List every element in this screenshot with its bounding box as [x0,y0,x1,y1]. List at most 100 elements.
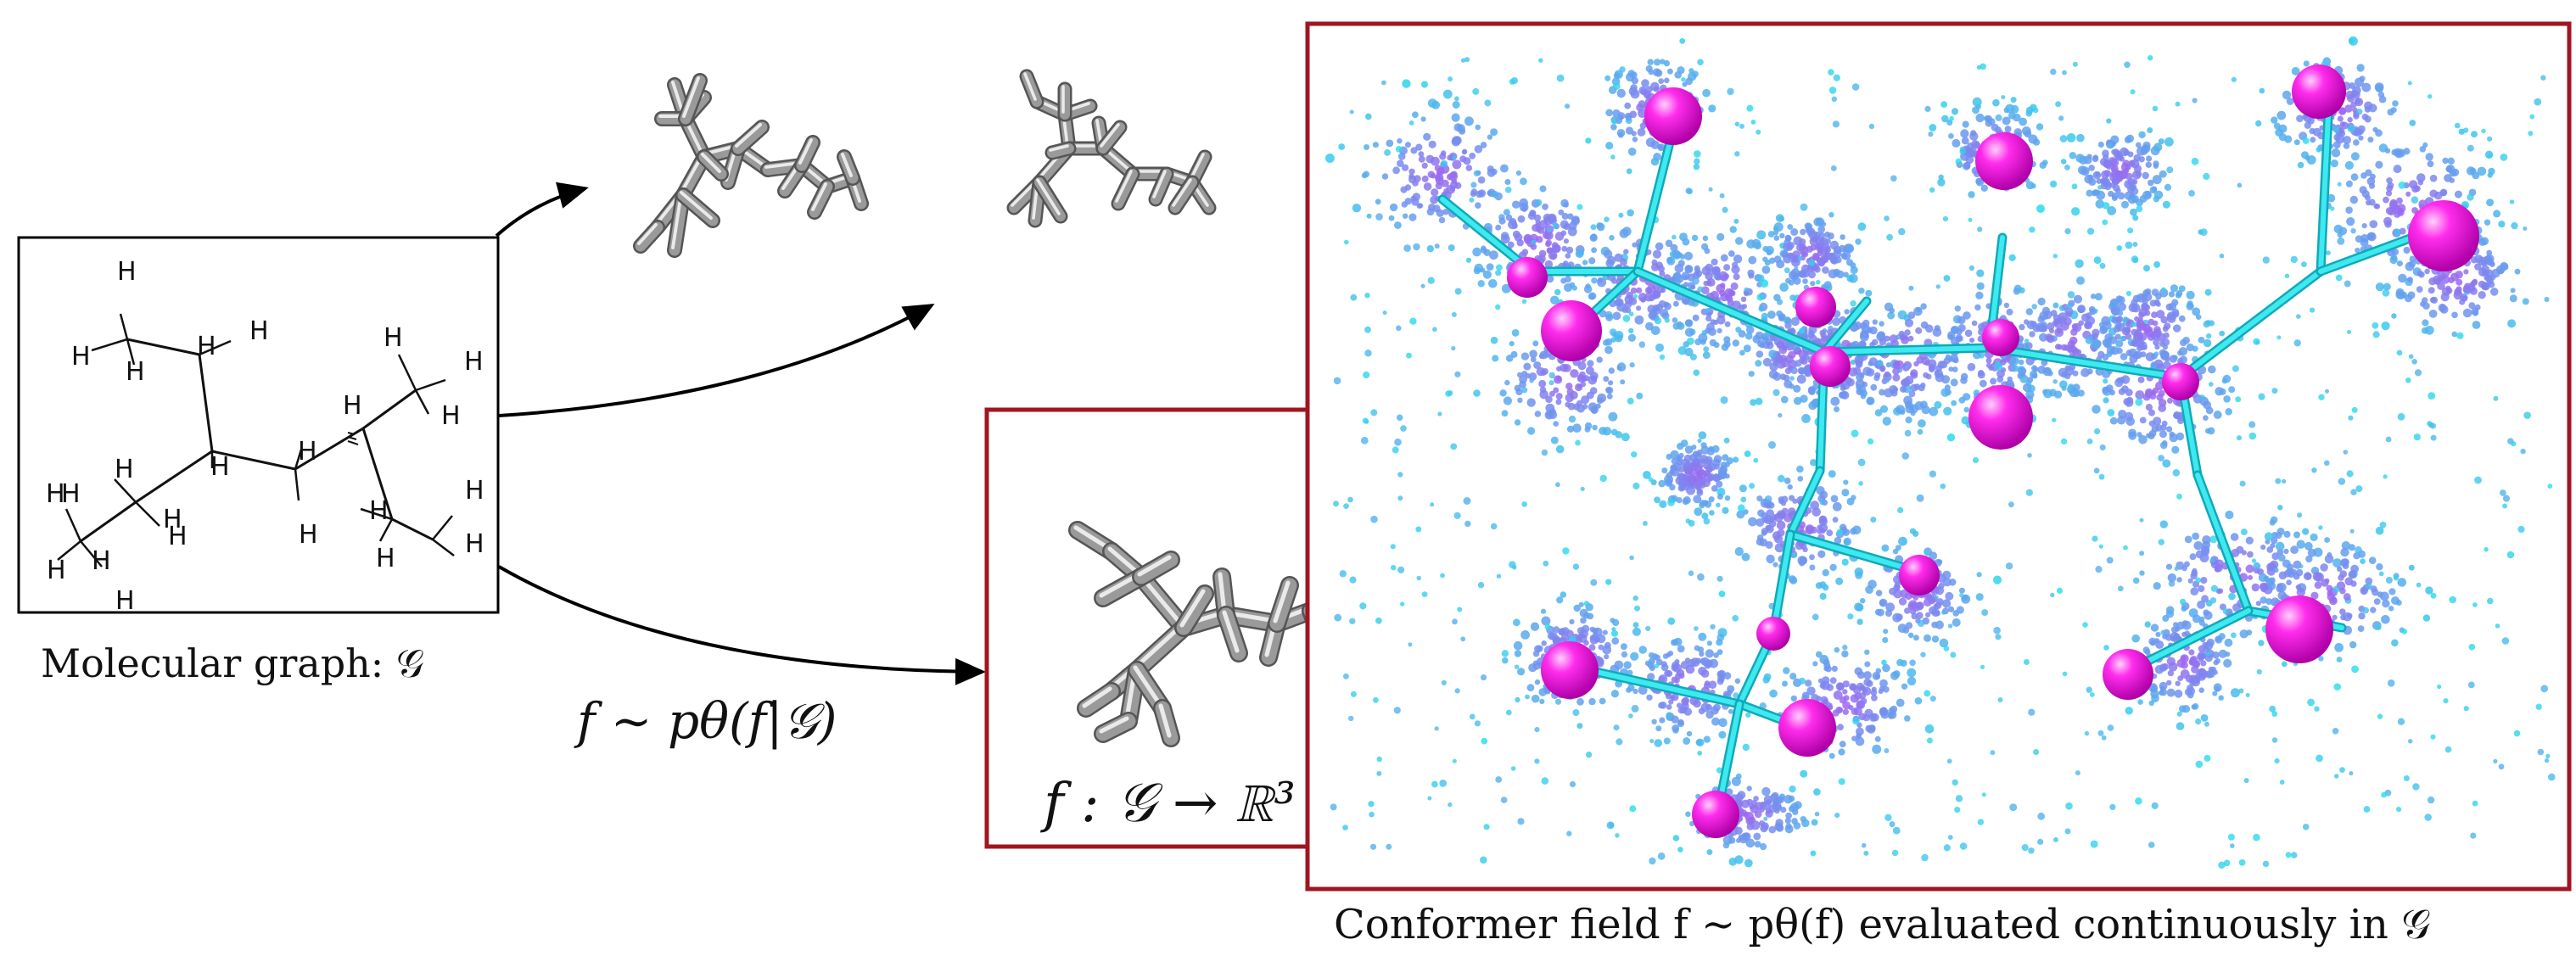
cloud-point [1576,697,1584,706]
cloud-point [1634,315,1644,325]
cloud-point [1673,300,1679,307]
cloud-point [1805,526,1814,535]
cloud-point [2095,171,2100,177]
cloud-point [2275,532,2282,539]
cloud-point [1711,444,1720,453]
cloud-point [2337,237,2345,245]
cloud-point [2069,152,2077,159]
cloud-point [1856,733,1862,740]
cloud-point [2043,389,2052,399]
cloud-point [2225,510,2234,520]
cloud-point [2522,298,2529,305]
cloud-point [2445,285,2451,291]
cloud-point [2487,136,2493,142]
cloud-point [1851,735,1857,741]
cloud-point [1762,256,1768,262]
cloud-point [1658,78,1665,84]
cloud-point [1891,386,1899,393]
cloud-point [2117,585,2124,592]
stick-bond [1151,169,1172,204]
cloud-point [1734,547,1744,556]
cloud-point [2017,366,2026,375]
cloud-point [2176,493,2182,500]
cloud-point [1618,212,1624,218]
cloud-point [1925,592,1932,599]
cloud-point [1666,256,1676,266]
cloud-point [2439,188,2448,197]
cloud-point [2084,321,2092,328]
cloud-point [2318,656,2324,662]
cloud-point [2296,314,2301,319]
cloud-point [1898,597,1907,606]
cloud-point [2136,338,2145,348]
cloud-point [2076,276,2085,285]
sampling-formula: f ∼ pθ(f|𝒢) [574,692,837,750]
cloud-point [1654,654,1660,661]
cloud-point [2428,310,2438,318]
cloud-point [1348,715,1354,722]
cloud-point [1775,819,1784,827]
cloud-point [1793,396,1802,405]
cloud-point [1523,362,1532,371]
cloud-point [2138,156,2145,163]
cloud-point [1472,247,1481,257]
cloud-point [2388,606,2394,612]
stick-highlight [682,76,700,118]
cloud-point [2106,118,2112,124]
cloud-point [1350,690,1357,697]
cloud-point [2264,532,2273,541]
cloud-point [1860,393,1867,400]
cloud-point [1716,327,1722,333]
hydrogen-label: H [343,391,362,421]
hydrogen-label: H [61,479,81,509]
cloud-point [2151,311,2158,318]
cloud-point [2223,658,2232,668]
cloud-point [1881,544,1890,552]
cloud-point [2477,166,2487,176]
cloud-point [1548,411,1558,420]
cloud-point [2255,601,2261,607]
cloud-point [1990,377,1997,385]
hydrogen-bond [378,518,394,542]
cloud-point [1694,457,1700,464]
cloud-point [1333,377,1341,385]
cloud-point [1667,617,1676,625]
cloud-point [2202,535,2211,545]
cloud-point [2125,349,2133,356]
cloud-point [1718,590,1726,597]
cloud-point [1418,155,1425,163]
cloud-point [2223,395,2231,403]
cloud-point [2262,860,2270,868]
cloud-point [2357,625,2365,632]
cloud-point [1934,400,1942,409]
cloud-point [1571,285,1577,291]
cloud-point [1588,257,1596,265]
cloud-point [2334,643,2344,652]
cloud-point [1650,326,1660,335]
cloud-point [2025,489,2033,496]
cloud-point [2136,205,2143,213]
cloud-point [2376,624,2382,630]
cloud-point [1375,198,1381,205]
cloud-point [1463,497,1471,505]
cloud-point [2409,255,2416,263]
cloud-point [1397,159,1404,167]
cloud-point [1673,272,1682,281]
cloud-point [2064,228,2071,235]
cloud-point [1872,672,1881,680]
cloud-point [1780,358,1790,368]
cloud-point [1705,327,1712,334]
cloud-point [2325,389,2329,394]
cloud-point [1924,360,1930,366]
cloud-point [2513,730,2521,737]
cloud-point [1947,835,1953,840]
cloud-point [2215,636,2221,642]
cloud-point [1988,118,1996,126]
cloud-point [2411,196,2419,204]
cloud-point [1858,340,1867,349]
cloud-point [2206,333,2212,339]
cloud-point [1924,690,1931,697]
cloud-point [2245,536,2254,545]
